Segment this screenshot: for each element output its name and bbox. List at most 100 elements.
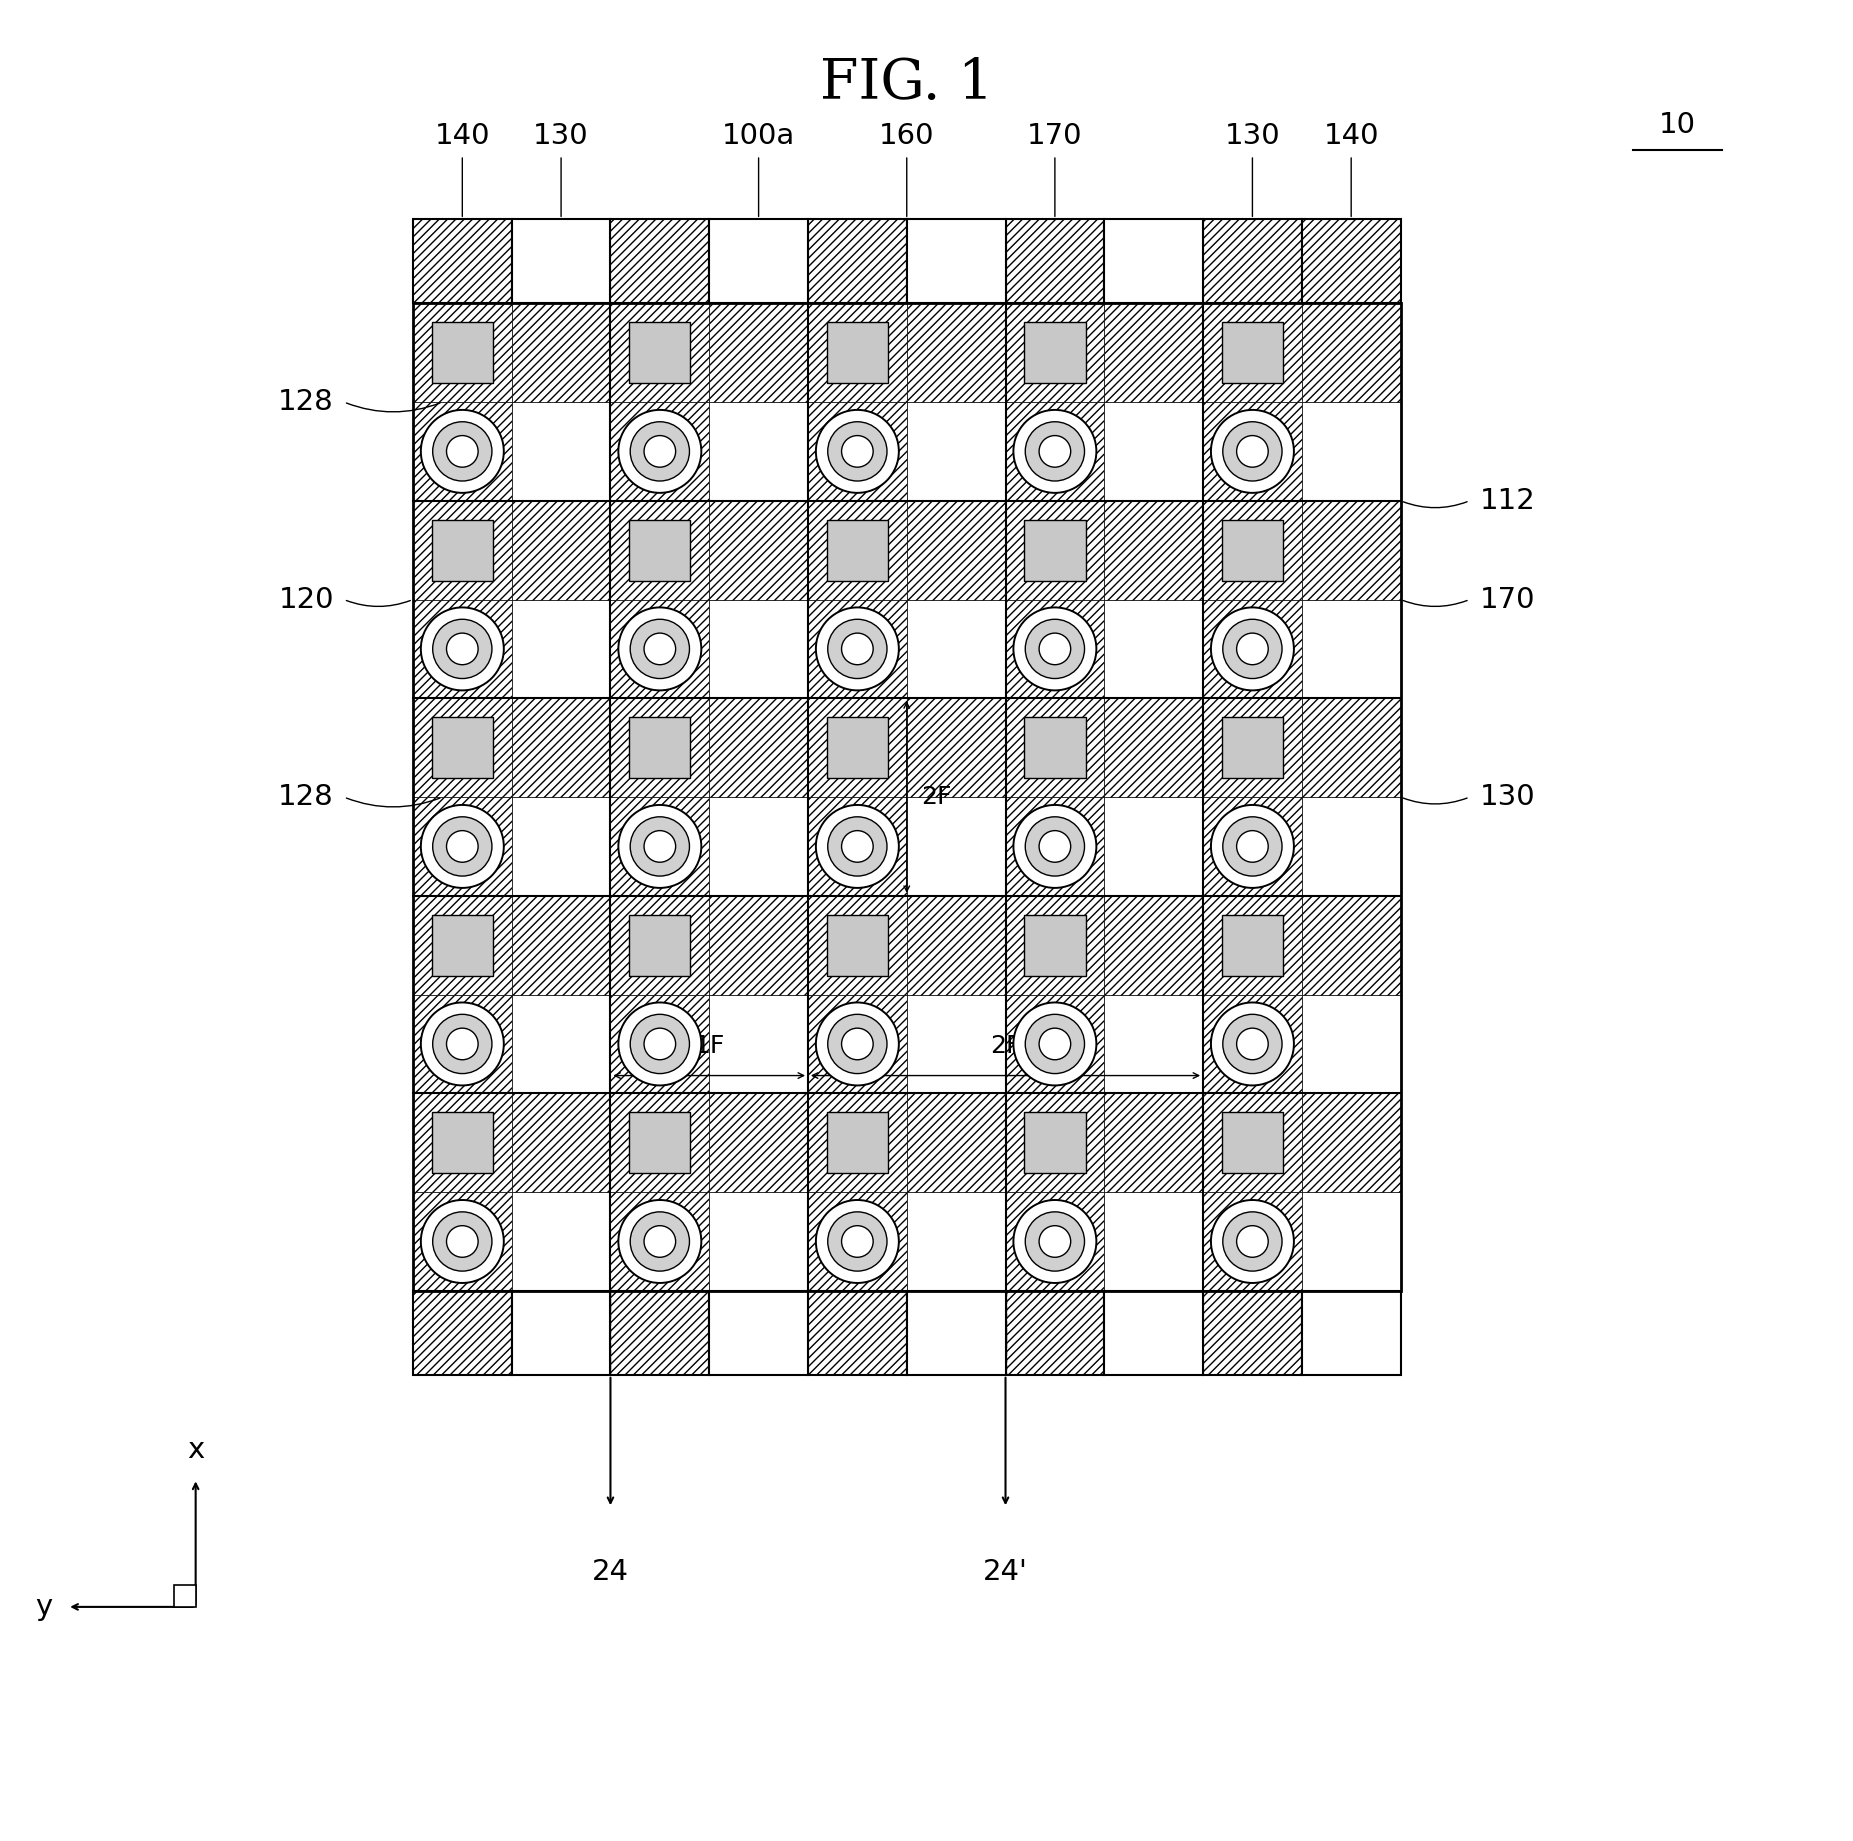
Bar bbox=[1203, 797, 1303, 897]
Circle shape bbox=[619, 608, 700, 690]
Circle shape bbox=[815, 805, 899, 887]
Bar bbox=[808, 994, 906, 1094]
Text: 130: 130 bbox=[1225, 122, 1280, 151]
Bar bbox=[1303, 1291, 1401, 1375]
Bar bbox=[610, 401, 710, 501]
Bar bbox=[808, 897, 906, 994]
Bar bbox=[1303, 219, 1401, 304]
Bar bbox=[710, 304, 808, 401]
Bar bbox=[808, 1291, 906, 1375]
Text: 170: 170 bbox=[1479, 585, 1534, 613]
Text: 128: 128 bbox=[278, 782, 334, 812]
Circle shape bbox=[1223, 817, 1282, 876]
Bar bbox=[432, 716, 493, 779]
Bar bbox=[432, 519, 493, 580]
Bar bbox=[630, 915, 691, 976]
Circle shape bbox=[645, 1226, 676, 1257]
Circle shape bbox=[841, 633, 873, 665]
Bar bbox=[1104, 797, 1203, 897]
Text: 140: 140 bbox=[435, 122, 489, 151]
Circle shape bbox=[434, 619, 491, 679]
Text: 24': 24' bbox=[984, 1557, 1028, 1585]
Bar bbox=[826, 1112, 888, 1173]
Circle shape bbox=[828, 1014, 888, 1073]
Circle shape bbox=[1025, 1211, 1084, 1270]
Circle shape bbox=[1223, 1014, 1282, 1073]
Bar bbox=[610, 897, 710, 994]
Circle shape bbox=[1212, 411, 1293, 493]
Bar bbox=[1006, 501, 1104, 600]
Text: 10: 10 bbox=[1658, 112, 1695, 140]
Bar bbox=[906, 797, 1006, 897]
Circle shape bbox=[645, 830, 676, 862]
Circle shape bbox=[1014, 805, 1097, 887]
Bar bbox=[1203, 994, 1303, 1094]
Circle shape bbox=[619, 1200, 700, 1283]
Bar bbox=[413, 994, 511, 1094]
Circle shape bbox=[828, 817, 888, 876]
Circle shape bbox=[1040, 436, 1071, 468]
Circle shape bbox=[1212, 805, 1293, 887]
Text: 1F: 1F bbox=[695, 1035, 725, 1059]
Bar bbox=[1221, 519, 1282, 580]
Circle shape bbox=[619, 1003, 700, 1086]
Bar bbox=[1006, 1291, 1104, 1375]
Circle shape bbox=[1014, 608, 1097, 690]
Circle shape bbox=[447, 830, 478, 862]
Circle shape bbox=[630, 1211, 689, 1270]
Bar bbox=[511, 304, 610, 401]
Bar bbox=[1006, 994, 1104, 1094]
Circle shape bbox=[1025, 1014, 1084, 1073]
Bar bbox=[1203, 897, 1303, 994]
Circle shape bbox=[1025, 422, 1084, 481]
Bar bbox=[906, 501, 1006, 600]
Bar bbox=[808, 600, 906, 698]
Circle shape bbox=[1040, 633, 1071, 665]
Circle shape bbox=[1040, 1226, 1071, 1257]
Bar bbox=[906, 401, 1006, 501]
Bar bbox=[710, 401, 808, 501]
Text: 140: 140 bbox=[1323, 122, 1379, 151]
Circle shape bbox=[434, 1014, 491, 1073]
Circle shape bbox=[1025, 619, 1084, 679]
Bar bbox=[1025, 915, 1086, 976]
Bar bbox=[413, 698, 511, 797]
Circle shape bbox=[630, 619, 689, 679]
Circle shape bbox=[828, 619, 888, 679]
Bar bbox=[610, 1193, 710, 1291]
Bar bbox=[1025, 716, 1086, 779]
Circle shape bbox=[841, 830, 873, 862]
Circle shape bbox=[841, 1027, 873, 1060]
Bar bbox=[906, 600, 1006, 698]
Bar bbox=[1303, 1193, 1401, 1291]
Bar bbox=[1104, 698, 1203, 797]
Bar bbox=[174, 1585, 196, 1607]
Bar bbox=[906, 1291, 1006, 1375]
Bar bbox=[511, 401, 610, 501]
Bar bbox=[1203, 401, 1303, 501]
Bar bbox=[808, 1193, 906, 1291]
Bar bbox=[1221, 322, 1282, 383]
Bar bbox=[630, 1112, 691, 1173]
Bar bbox=[826, 519, 888, 580]
Circle shape bbox=[619, 805, 700, 887]
Circle shape bbox=[1025, 817, 1084, 876]
Bar bbox=[906, 698, 1006, 797]
Bar bbox=[710, 600, 808, 698]
Circle shape bbox=[815, 1200, 899, 1283]
Bar bbox=[826, 716, 888, 779]
Circle shape bbox=[828, 422, 888, 481]
Bar bbox=[1006, 797, 1104, 897]
Bar bbox=[1104, 304, 1203, 401]
Bar bbox=[413, 600, 511, 698]
Bar bbox=[511, 698, 610, 797]
Bar bbox=[1025, 519, 1086, 580]
Bar bbox=[1303, 897, 1401, 994]
Bar bbox=[710, 698, 808, 797]
Bar bbox=[906, 897, 1006, 994]
Bar bbox=[610, 994, 710, 1094]
Bar bbox=[1221, 915, 1282, 976]
Text: 2F: 2F bbox=[990, 1035, 1021, 1059]
Circle shape bbox=[645, 1027, 676, 1060]
Bar bbox=[808, 401, 906, 501]
